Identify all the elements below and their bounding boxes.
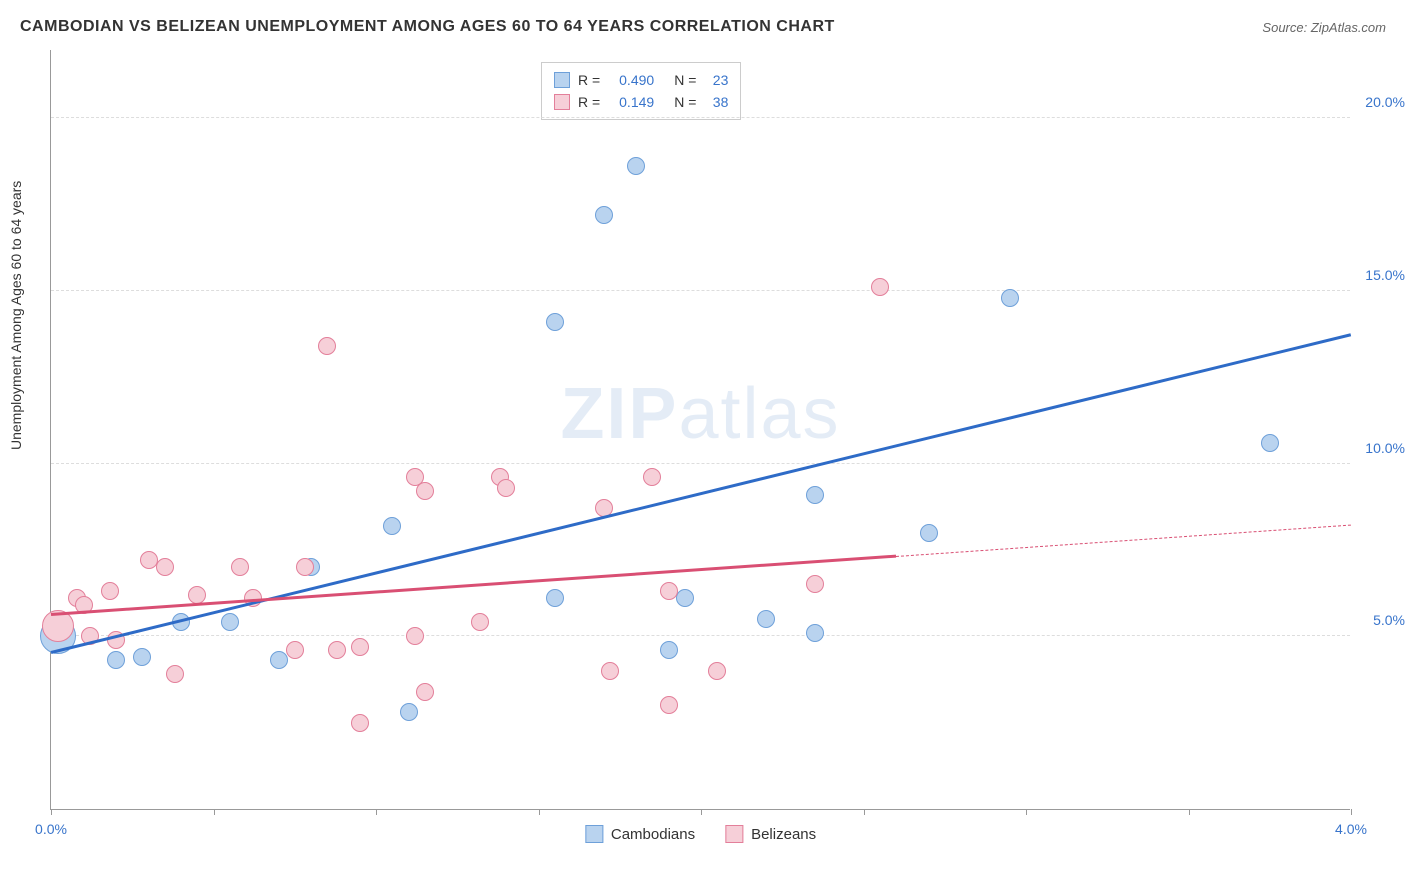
data-point xyxy=(806,624,824,642)
data-point xyxy=(270,651,288,669)
watermark: ZIPatlas xyxy=(560,373,840,455)
legend-n-label: N = xyxy=(674,72,696,88)
legend-n-label: N = xyxy=(674,94,696,110)
data-point xyxy=(546,313,564,331)
data-point xyxy=(166,665,184,683)
trend-line xyxy=(51,555,896,616)
data-point xyxy=(757,610,775,628)
gridline xyxy=(51,463,1350,464)
y-tick-label: 15.0% xyxy=(1365,267,1405,283)
data-point xyxy=(660,582,678,600)
data-point xyxy=(351,638,369,656)
chart-container: CAMBODIAN VS BELIZEAN UNEMPLOYMENT AMONG… xyxy=(0,0,1406,892)
data-point xyxy=(101,582,119,600)
legend-r-value: 0.490 xyxy=(608,72,654,88)
legend-series-label: Belizeans xyxy=(751,826,816,843)
chart-source: Source: ZipAtlas.com xyxy=(1262,20,1386,35)
legend-swatch xyxy=(725,825,743,843)
trend-line xyxy=(51,333,1352,653)
x-tick xyxy=(701,809,702,815)
data-point xyxy=(351,714,369,732)
x-tick-label: 4.0% xyxy=(1335,821,1367,837)
x-tick xyxy=(1189,809,1190,815)
data-point xyxy=(708,662,726,680)
data-point xyxy=(188,586,206,604)
legend-series-item: Cambodians xyxy=(585,825,695,843)
data-point xyxy=(1261,434,1279,452)
data-point xyxy=(416,482,434,500)
data-point xyxy=(107,651,125,669)
y-tick-label: 20.0% xyxy=(1365,94,1405,110)
data-point xyxy=(156,558,174,576)
x-tick xyxy=(1351,809,1352,815)
y-tick-label: 5.0% xyxy=(1373,612,1405,628)
data-point xyxy=(231,558,249,576)
legend-n-value: 23 xyxy=(704,72,728,88)
y-tick-label: 10.0% xyxy=(1365,440,1405,456)
gridline xyxy=(51,290,1350,291)
trend-line xyxy=(896,525,1351,557)
x-tick-label: 0.0% xyxy=(35,821,67,837)
data-point xyxy=(497,479,515,497)
legend-r-label: R = xyxy=(578,94,600,110)
legend-swatch xyxy=(554,72,570,88)
data-point xyxy=(1001,289,1019,307)
y-axis-label: Unemployment Among Ages 60 to 64 years xyxy=(8,181,24,450)
data-point xyxy=(133,648,151,666)
legend-series-label: Cambodians xyxy=(611,826,695,843)
source-label: Source: xyxy=(1262,20,1307,35)
gridline xyxy=(51,635,1350,636)
data-point xyxy=(643,468,661,486)
legend-series: Cambodians Belizeans xyxy=(585,825,816,843)
gridline xyxy=(51,117,1350,118)
data-point xyxy=(400,703,418,721)
x-tick xyxy=(864,809,865,815)
legend-correlation-box: R = 0.490 N = 23 R = 0.149 N = 38 xyxy=(541,62,741,120)
legend-correlation-row: R = 0.490 N = 23 xyxy=(554,69,728,91)
chart-title: CAMBODIAN VS BELIZEAN UNEMPLOYMENT AMONG… xyxy=(20,18,835,36)
legend-swatch xyxy=(554,94,570,110)
data-point xyxy=(328,641,346,659)
legend-r-value: 0.149 xyxy=(608,94,654,110)
x-tick xyxy=(214,809,215,815)
data-point xyxy=(546,589,564,607)
x-tick xyxy=(376,809,377,815)
legend-n-value: 38 xyxy=(704,94,728,110)
x-tick xyxy=(539,809,540,815)
data-point xyxy=(871,278,889,296)
data-point xyxy=(601,662,619,680)
data-point xyxy=(416,683,434,701)
data-point xyxy=(221,613,239,631)
data-point xyxy=(595,206,613,224)
legend-swatch xyxy=(585,825,603,843)
data-point xyxy=(383,517,401,535)
legend-correlation-row: R = 0.149 N = 38 xyxy=(554,91,728,113)
data-point xyxy=(920,524,938,542)
data-point xyxy=(806,486,824,504)
data-point xyxy=(627,157,645,175)
data-point xyxy=(318,337,336,355)
data-point xyxy=(286,641,304,659)
legend-r-label: R = xyxy=(578,72,600,88)
source-value: ZipAtlas.com xyxy=(1311,20,1386,35)
data-point xyxy=(676,589,694,607)
plot-area: ZIPatlas R =0.490N =23R =0.149N =38 Camb… xyxy=(50,50,1350,810)
data-point xyxy=(660,641,678,659)
x-tick xyxy=(51,809,52,815)
legend-series-item: Belizeans xyxy=(725,825,816,843)
data-point xyxy=(806,575,824,593)
data-point xyxy=(406,627,424,645)
data-point xyxy=(660,696,678,714)
data-point xyxy=(471,613,489,631)
data-point xyxy=(296,558,314,576)
x-tick xyxy=(1026,809,1027,815)
